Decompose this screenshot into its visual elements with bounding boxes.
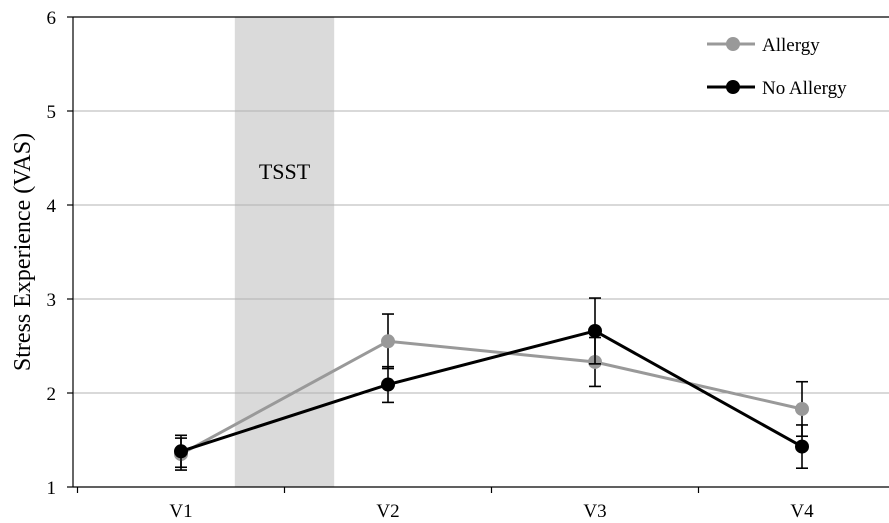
shaded-region-label: TSST: [259, 159, 311, 184]
legend-marker: [726, 80, 740, 94]
legend-marker: [726, 37, 740, 51]
data-point: [381, 377, 395, 392]
x-tick-label: V4: [790, 501, 814, 522]
y-tick-label: 1: [47, 478, 57, 499]
data-point: [795, 401, 809, 416]
x-tick-label: V2: [376, 501, 399, 522]
y-tick-label: 6: [47, 8, 57, 29]
y-tick-label: 3: [47, 290, 57, 311]
data-point: [174, 444, 188, 459]
series-line: [180, 339, 803, 456]
data-point: [588, 323, 602, 338]
y-tick-label: 4: [47, 196, 57, 217]
legend-label: No Allergy: [762, 78, 847, 99]
gridlines: [73, 16, 889, 394]
y-axis-title: Stress Experience (VAS): [10, 133, 36, 371]
axes: 1 2 3 4 5 6 V1 V2 V3 V4: [47, 8, 889, 522]
x-tick-label: V3: [583, 501, 606, 522]
y-tick-label: 5: [47, 102, 57, 123]
data-point: [795, 439, 809, 454]
legend: Allergy No Allergy: [707, 35, 847, 99]
x-tick-label: V1: [169, 501, 192, 522]
legend-label: Allergy: [762, 35, 820, 56]
data-point: [381, 334, 395, 349]
series-group: [174, 297, 809, 471]
series-line: [180, 329, 803, 453]
series-no-allergy: [174, 297, 809, 470]
y-tick-label: 2: [47, 384, 57, 405]
